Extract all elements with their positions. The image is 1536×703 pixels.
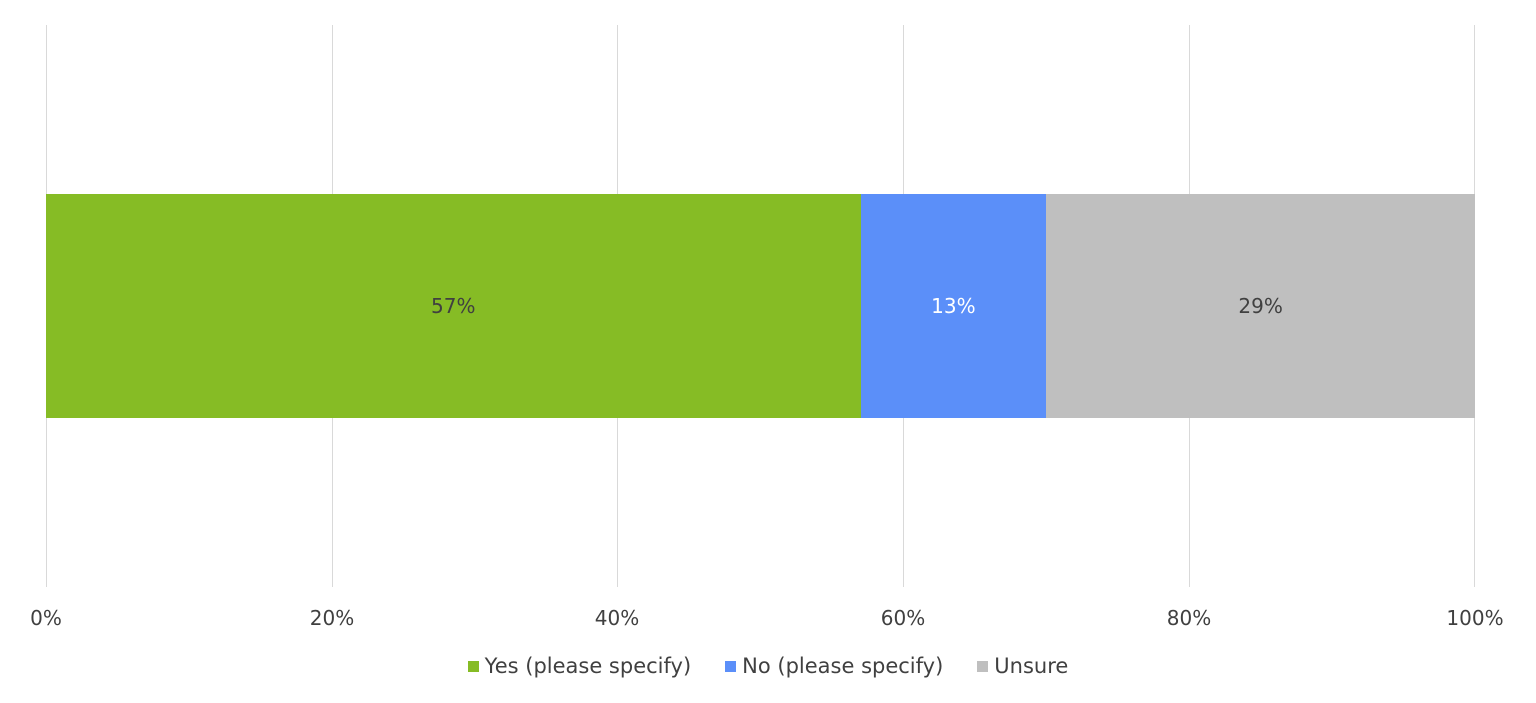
x-tick-label: 60% xyxy=(880,606,926,630)
legend: Yes (please specify) No (please specify)… xyxy=(0,654,1536,678)
x-tick-label: 20% xyxy=(309,606,355,630)
legend-label: Unsure xyxy=(994,654,1069,678)
x-tick-label: 100% xyxy=(1446,606,1504,630)
bar-segment-no[interactable]: 13% xyxy=(860,194,1047,418)
plot-area: 57% 13% 29% xyxy=(46,25,1475,587)
legend-item-yes[interactable]: Yes (please specify) xyxy=(467,654,692,678)
bar-segment-yes[interactable]: 57% xyxy=(46,194,861,418)
x-tick-label: 40% xyxy=(594,606,640,630)
legend-swatch-icon xyxy=(467,660,479,672)
legend-label: Yes (please specify) xyxy=(484,654,692,678)
bar-segment-unsure[interactable]: 29% xyxy=(1046,194,1475,418)
legend-swatch-icon xyxy=(977,660,989,672)
legend-item-no[interactable]: No (please specify) xyxy=(725,654,943,678)
legend-label: No (please specify) xyxy=(742,654,944,678)
data-label-no: 13% xyxy=(931,294,976,318)
x-tick-label: 80% xyxy=(1166,606,1212,630)
legend-item-unsure[interactable]: Unsure xyxy=(977,654,1068,678)
data-label-unsure: 29% xyxy=(1238,294,1283,318)
legend-swatch-icon xyxy=(725,660,737,672)
data-label-yes: 57% xyxy=(431,294,476,318)
x-tick-label: 0% xyxy=(30,606,62,630)
stacked-bar: 57% 13% 29% xyxy=(46,194,1475,418)
